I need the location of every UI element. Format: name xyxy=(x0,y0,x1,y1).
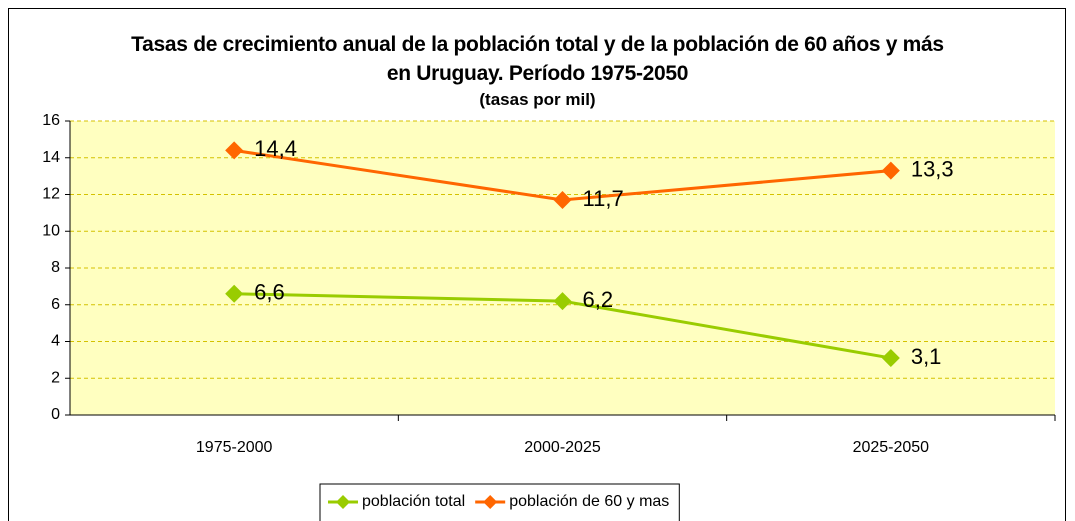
y-tick-label: 0 xyxy=(51,406,60,423)
y-tick-label: 4 xyxy=(51,333,60,350)
marker xyxy=(225,141,244,160)
x-tick-label: 2025-2050 xyxy=(853,439,930,456)
marker xyxy=(553,191,572,210)
chart-title: Tasas de crecimiento anual de la poblaci… xyxy=(131,33,944,85)
y-tick-label: 16 xyxy=(42,112,60,129)
chart-subtitle: (tasas por mil) xyxy=(479,90,596,109)
marker xyxy=(553,292,572,311)
chart-frame xyxy=(8,8,1066,521)
data-label: 13,3 xyxy=(911,156,954,181)
y-tick-label: 10 xyxy=(42,222,60,239)
y-tick-label: 6 xyxy=(51,296,60,313)
data-label: 6,2 xyxy=(583,287,614,312)
y-tick-label: 12 xyxy=(42,186,60,203)
x-tick-label: 1975-2000 xyxy=(196,439,273,456)
data-label: 11,7 xyxy=(583,186,624,211)
legend-marker xyxy=(483,495,498,509)
y-tick-label: 14 xyxy=(42,149,60,166)
legend-marker xyxy=(336,495,350,509)
marker xyxy=(881,349,900,368)
marker xyxy=(225,284,244,303)
legend-label: población total xyxy=(362,493,465,510)
y-tick-label: 8 xyxy=(51,259,60,276)
x-tick-label: 2000-2025 xyxy=(524,439,601,456)
data-label: 14,4 xyxy=(254,136,297,161)
data-label: 6,6 xyxy=(254,280,285,305)
data-label: 3,1 xyxy=(911,344,942,369)
marker xyxy=(881,161,900,180)
y-tick-label: 2 xyxy=(51,369,60,386)
legend-label: población de 60 y mas xyxy=(509,493,669,510)
